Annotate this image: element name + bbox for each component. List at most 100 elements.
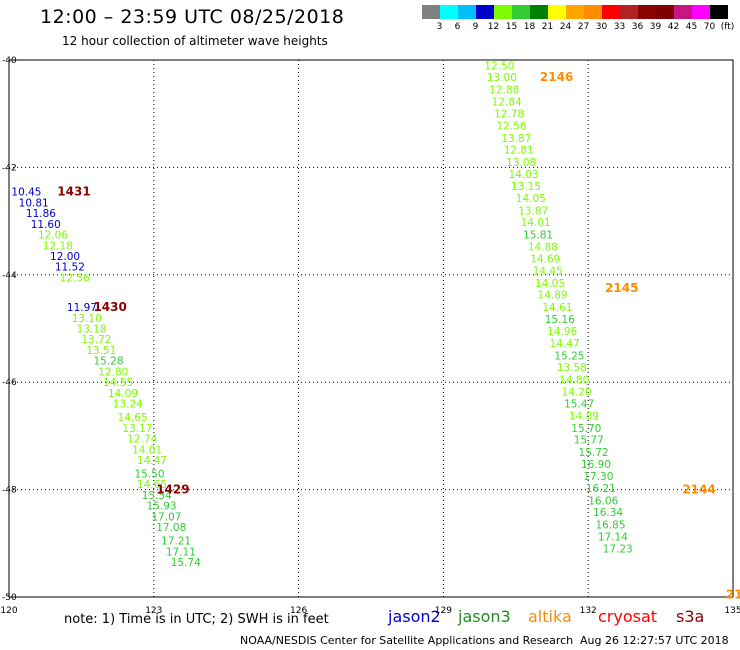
- data-point-label: 14.45: [533, 266, 563, 278]
- color-swatch: [620, 5, 638, 19]
- color-scale-label: 21: [541, 22, 554, 32]
- color-swatch: [512, 5, 530, 19]
- data-point-label: 15.93: [147, 501, 177, 513]
- color-scale-labels: 3 6 9 12 15 18 21 24 27 30 33 36 39 42 45 70 (ft): [422, 22, 740, 34]
- color-swatch: [494, 5, 512, 19]
- data-point-label: 13.87: [518, 205, 548, 217]
- data-point-label: 12.80: [98, 366, 128, 378]
- legend-cryosat: cryosat: [598, 607, 658, 626]
- data-point-label: 13.51: [86, 345, 116, 357]
- data-point-label: 13.87: [501, 133, 531, 145]
- data-point-label: 17.14: [598, 531, 628, 543]
- data-point-label: 16.06: [588, 495, 618, 507]
- data-point-label: 12.84: [492, 96, 522, 108]
- data-point-label: 15.72: [579, 447, 609, 459]
- data-point-label: 10.45: [11, 187, 41, 199]
- data-point-label: 15.70: [571, 423, 601, 435]
- color-swatch: [548, 5, 566, 19]
- color-swatch: [584, 5, 602, 19]
- footer-timestamp: Aug 26 12:27:57 UTC 2018: [580, 634, 729, 647]
- data-point-label: 13.15: [511, 181, 541, 193]
- color-swatch: [476, 5, 494, 19]
- data-point-label: 14.05: [516, 193, 546, 205]
- data-point-label: 17.21: [161, 536, 191, 548]
- color-scale-label: 27: [577, 22, 590, 32]
- data-point-label: 14.01: [521, 217, 551, 229]
- y-tick-label: -44: [2, 271, 17, 281]
- color-scale-label: 15: [505, 22, 518, 32]
- data-point-label: 14.88: [528, 241, 558, 253]
- units-note: note: 1) Time is in UTC; 2) SWH is in fe…: [64, 612, 329, 627]
- color-scale-label: (ft): [720, 22, 735, 32]
- legend-jason3: jason3: [458, 607, 511, 626]
- data-point-label: 14.05: [535, 278, 565, 290]
- data-point-label: 13.08: [506, 157, 536, 169]
- color-swatch: [530, 5, 548, 19]
- data-point-label: 16.90: [581, 459, 611, 471]
- color-scale-label: 18: [523, 22, 536, 32]
- data-point-label: 13.00: [487, 72, 517, 84]
- x-tick-label: 120: [0, 606, 17, 616]
- color-scale-label: 39: [649, 22, 662, 32]
- legend-s3a: s3a: [676, 607, 705, 626]
- color-swatch: [458, 5, 476, 19]
- color-swatch: [638, 5, 656, 19]
- axis-tick-labels: 120 123 126 129 132 135 -40 -42 -44 -46 -48 -50: [0, 56, 740, 616]
- data-points: 10.4510.8111.8611.6012.0612.1812.0011.52…: [11, 60, 632, 569]
- data-point-label: 17.08: [156, 522, 186, 534]
- data-point-label: 15.81: [523, 230, 553, 242]
- data-point-label: 12.88: [489, 85, 519, 97]
- color-swatch: [566, 5, 584, 19]
- color-scale-label: 9: [472, 22, 479, 32]
- data-point-label: 10.81: [19, 197, 49, 209]
- data-point-label: 14.65: [118, 412, 148, 424]
- pass-number-label: 1430: [93, 300, 126, 314]
- footer-credit: NOAA/NESDIS Center for Satellite Applica…: [240, 634, 574, 647]
- grid-layer: [8, 59, 734, 598]
- color-scale-bar: [422, 5, 728, 19]
- data-point-label: 13.17: [122, 423, 152, 435]
- y-tick-label: -50: [2, 593, 17, 603]
- pass-number-label: 1431: [57, 185, 90, 199]
- data-point-label: 16.85: [595, 520, 625, 532]
- pass-number-label: 1429: [156, 483, 189, 497]
- color-scale-label: 70: [703, 22, 716, 32]
- y-tick-label: -48: [2, 486, 17, 496]
- pass-number-label: 2146: [540, 70, 573, 84]
- data-point-label: 11.97: [67, 302, 97, 314]
- data-point-label: 12.18: [43, 240, 73, 252]
- data-point-label: 12.00: [50, 251, 80, 263]
- color-swatch: [674, 5, 692, 19]
- data-point-label: 11.52: [55, 262, 85, 274]
- data-point-label: 14.55: [103, 377, 133, 389]
- color-scale-label: 6: [454, 22, 461, 32]
- color-scale-label: 12: [487, 22, 500, 32]
- y-tick-label: -42: [2, 163, 17, 173]
- data-point-label: 14.09: [108, 388, 138, 400]
- data-point-label: 15.25: [554, 350, 584, 362]
- data-point-label: 14.96: [547, 326, 577, 338]
- data-point-label: 13.58: [557, 362, 587, 374]
- data-point-label: 16.21: [586, 483, 616, 495]
- data-point-label: 15.50: [134, 468, 164, 480]
- data-point-label: 11.60: [31, 219, 61, 231]
- data-point-label: 12.06: [38, 230, 68, 242]
- data-point-label: 14.01: [132, 444, 162, 456]
- data-point-label: 12.74: [127, 434, 157, 446]
- data-point-label: 17.07: [151, 511, 181, 523]
- data-point-label: 15.28: [93, 356, 123, 368]
- color-scale-label: 3: [436, 22, 443, 32]
- data-point-label: 14.47: [550, 338, 580, 350]
- data-point-label: 17.23: [603, 544, 633, 556]
- data-point-label: 15.16: [545, 314, 575, 326]
- data-point-label: 14.65: [137, 479, 167, 491]
- data-point-label: 17.30: [583, 471, 613, 483]
- x-tick-label: 132: [580, 606, 597, 616]
- color-scale-label: 42: [667, 22, 680, 32]
- x-tick-label: 123: [145, 606, 162, 616]
- y-tick-label: -46: [2, 378, 17, 388]
- data-point-label: 12.81: [504, 145, 534, 157]
- color-scale-label: 36: [631, 22, 644, 32]
- data-point-label: 13.24: [113, 399, 143, 411]
